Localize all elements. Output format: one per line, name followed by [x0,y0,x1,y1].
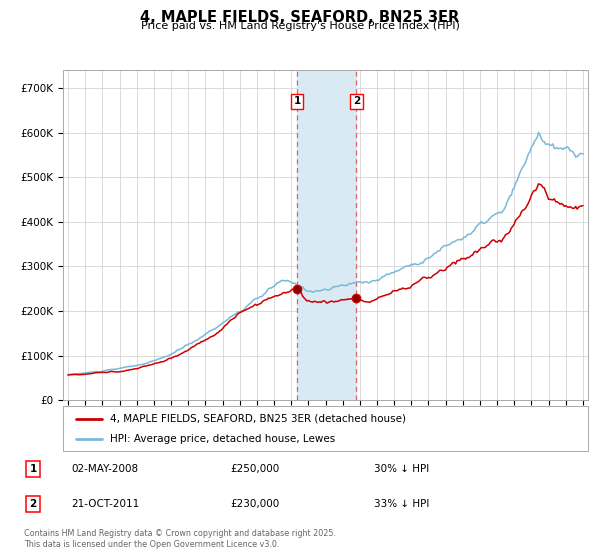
Text: 2: 2 [353,96,360,106]
Text: 30% ↓ HPI: 30% ↓ HPI [374,464,430,474]
Text: 1: 1 [293,96,301,106]
Text: Contains HM Land Registry data © Crown copyright and database right 2025.
This d: Contains HM Land Registry data © Crown c… [24,529,336,549]
Text: Price paid vs. HM Land Registry's House Price Index (HPI): Price paid vs. HM Land Registry's House … [140,21,460,31]
Text: HPI: Average price, detached house, Lewes: HPI: Average price, detached house, Lewe… [110,434,335,444]
Text: 4, MAPLE FIELDS, SEAFORD, BN25 3ER (detached house): 4, MAPLE FIELDS, SEAFORD, BN25 3ER (deta… [110,413,406,423]
Text: £230,000: £230,000 [230,499,280,509]
Text: 4, MAPLE FIELDS, SEAFORD, BN25 3ER: 4, MAPLE FIELDS, SEAFORD, BN25 3ER [140,10,460,25]
Text: 33% ↓ HPI: 33% ↓ HPI [374,499,430,509]
Text: 02-MAY-2008: 02-MAY-2008 [71,464,139,474]
Text: 21-OCT-2011: 21-OCT-2011 [71,499,139,509]
Text: 1: 1 [29,464,37,474]
Text: 2: 2 [29,499,37,509]
Bar [297,70,356,400]
Text: £250,000: £250,000 [230,464,280,474]
